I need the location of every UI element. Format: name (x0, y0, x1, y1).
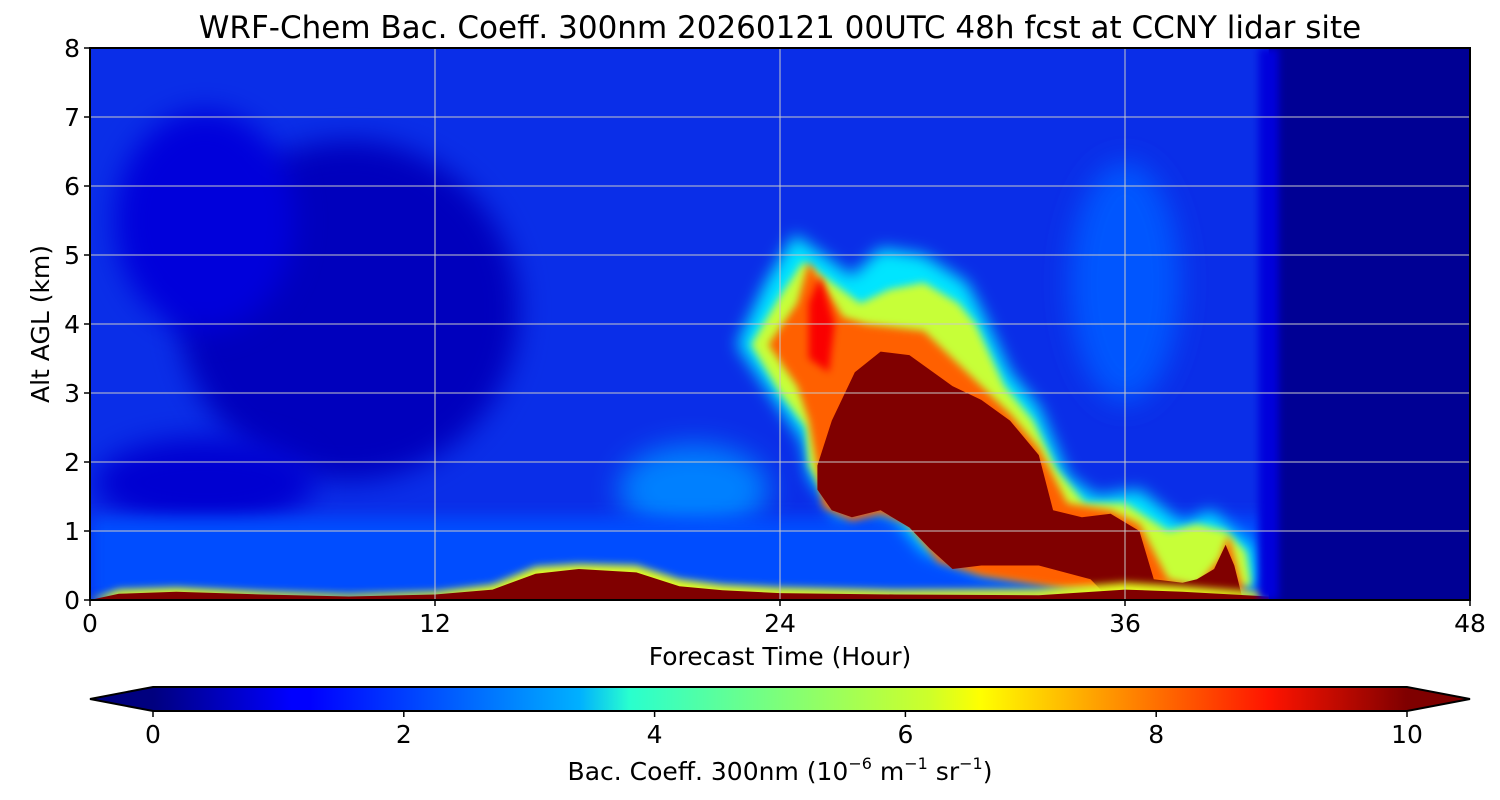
colorbar-tick-label: 10 (1391, 720, 1423, 749)
colorbar-label-exp2: −1 (904, 754, 928, 773)
y-tick-label: 1 (64, 517, 80, 546)
field-features (90, 48, 1470, 600)
colorbar-body (153, 687, 1407, 711)
colorbar: 0 2 4 6 8 10 Bac. Coeff. 300nm (10−6 m−1 sr−1… (89, 686, 1471, 786)
colorbar-label-end: ) (983, 757, 993, 786)
y-tick-label: 0 (64, 586, 80, 615)
y-tick-label: 4 (64, 310, 80, 339)
colorbar-tick-label: 6 (897, 720, 913, 749)
y-tick-label: 6 (64, 172, 80, 201)
x-tick-label: 24 (764, 609, 796, 638)
colorbar-tick-label: 2 (396, 720, 412, 749)
y-axis-title: Alt AGL (km) (26, 245, 55, 403)
x-tick-label: 36 (1109, 609, 1141, 638)
x-tick-label: 12 (419, 609, 451, 638)
surface-layer (90, 569, 1269, 600)
x-tick-label: 48 (1454, 609, 1486, 638)
colorbar-tick-label: 0 (145, 720, 161, 749)
y-ticks: 0 1 2 3 4 5 6 7 8 (64, 34, 90, 615)
colorbar-label: Bac. Coeff. 300nm (10−6 m−1 sr−1) (568, 754, 993, 786)
colorbar-label-exp1: −6 (848, 754, 872, 773)
aerosol-patch (618, 444, 769, 535)
y-tick-label: 7 (64, 103, 80, 132)
clean-air-region-west (115, 110, 295, 331)
colorbar-ticks: 0 2 4 6 8 10 (145, 711, 1423, 749)
y-tick-label: 8 (64, 34, 80, 63)
colorbar-tick-label: 4 (647, 720, 663, 749)
colorbar-label-mid2: sr (928, 757, 960, 786)
x-ticks: 0 12 24 36 48 (82, 600, 1486, 638)
y-tick-label: 2 (64, 448, 80, 477)
colorbar-extend-high (1407, 687, 1470, 711)
low-value-band (95, 437, 315, 528)
colorbar-label-mid: m (872, 757, 904, 786)
y-tick-label: 3 (64, 379, 80, 408)
plot-area (90, 48, 1470, 600)
colorbar-extend-low (90, 687, 153, 711)
colorbar-label-main: Bac. Coeff. 300nm (10 (568, 757, 849, 786)
surface-layer-edge (90, 564, 1269, 600)
x-tick-label: 0 (82, 609, 98, 638)
colorbar-tick-label: 8 (1148, 720, 1164, 749)
y-tick-label: 5 (64, 241, 80, 270)
chart-title: WRF-Chem Bac. Coeff. 300nm 20260121 00UT… (199, 10, 1362, 46)
plume-core (817, 351, 1243, 600)
x-axis-title: Forecast Time (Hour) (649, 642, 912, 671)
colorbar-label-exp3: −1 (959, 754, 983, 773)
